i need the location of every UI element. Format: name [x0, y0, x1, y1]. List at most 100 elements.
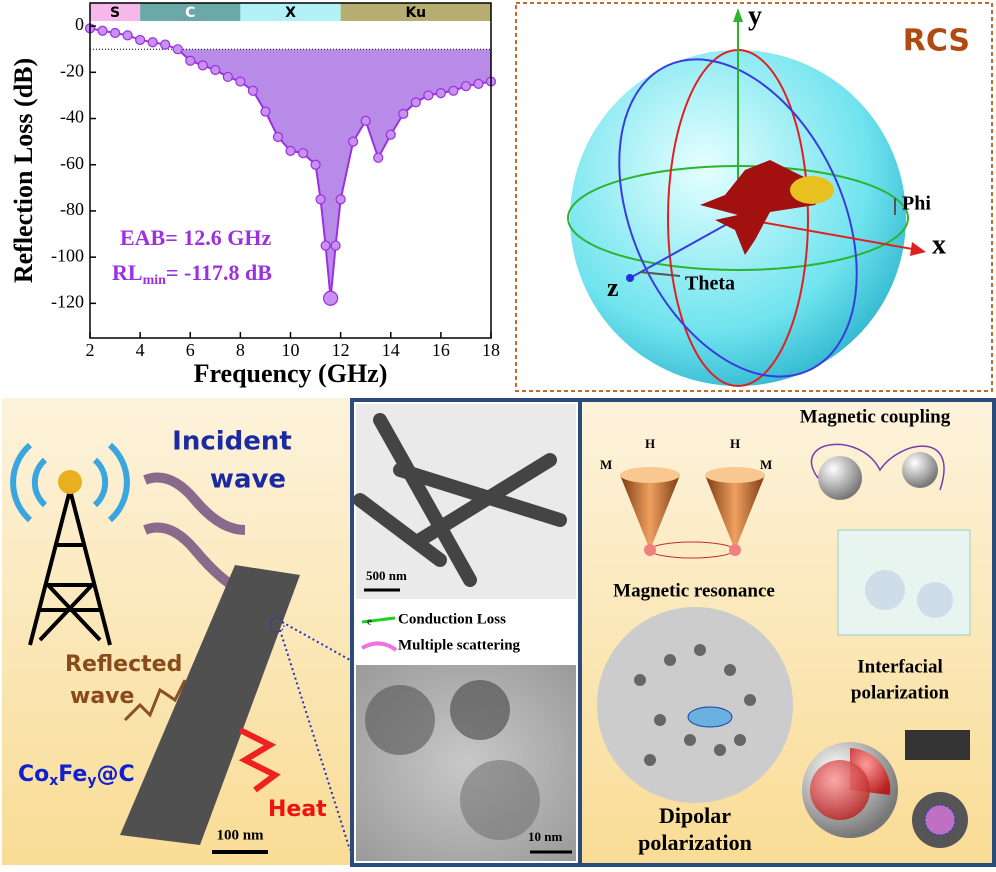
- nanorods: [353, 413, 567, 587]
- label: polarization: [638, 830, 752, 855]
- axis-label: x: [932, 229, 946, 260]
- label: Dipolar: [659, 803, 731, 828]
- particle: [450, 680, 510, 740]
- label: H: [730, 436, 740, 451]
- rl-point: [160, 39, 171, 50]
- arrow: [639, 271, 681, 277]
- rl-point: [109, 27, 121, 39]
- ring: [618, 58, 858, 378]
- signal: [10, 442, 130, 523]
- rl-point: [360, 115, 371, 126]
- band: [240, 3, 341, 21]
- axis-label: y: [748, 0, 762, 31]
- axis: [629, 217, 739, 279]
- angle-label: Theta: [685, 273, 735, 295]
- antenna: [58, 470, 82, 494]
- label: Magnetic resonance: [613, 580, 775, 601]
- x-tick-label: 8: [236, 340, 245, 360]
- x-tick-label: 14: [382, 340, 400, 360]
- axis-label: z: [607, 273, 619, 302]
- y-tick-label: -80: [60, 199, 84, 219]
- nanorod: [120, 565, 300, 845]
- label: Heat: [268, 797, 327, 822]
- particle: [460, 760, 540, 840]
- legend-text: Multiple scattering: [398, 637, 521, 653]
- label: Magnetic coupling: [800, 406, 951, 427]
- x-tick-label: 12: [332, 340, 350, 360]
- legend-text: Conduction Loss: [398, 611, 506, 627]
- rl-point: [335, 194, 346, 205]
- y-tick-label: -60: [60, 153, 84, 173]
- rl-point: [297, 148, 309, 159]
- band-label: Ku: [406, 5, 427, 21]
- x-tick-label: 18: [482, 340, 500, 360]
- rl-point: [272, 131, 284, 143]
- rl-point: [473, 78, 484, 89]
- band-label: X: [285, 5, 296, 21]
- rl-point: [122, 30, 133, 41]
- label: Reflected: [65, 652, 182, 677]
- x-tick-label: 6: [186, 340, 195, 360]
- rl-point: [398, 108, 409, 119]
- mechanisms-panel: M H H M Magnetic resonance Magnetic coup…: [578, 398, 996, 867]
- angle-label: Phi: [902, 193, 931, 215]
- dot: [626, 274, 634, 282]
- y-tick-label: -20: [60, 60, 84, 80]
- x-tick-label: 4: [136, 340, 145, 360]
- y-tick-label: 0: [75, 14, 84, 34]
- core: [924, 804, 956, 836]
- rl-point: [147, 37, 158, 48]
- label: Incident: [172, 427, 292, 457]
- band: [340, 3, 491, 21]
- label: M: [760, 457, 772, 472]
- spin: [644, 544, 656, 556]
- spin: [729, 544, 741, 556]
- reflected-arrow: [123, 679, 187, 722]
- sphere: [865, 570, 905, 610]
- label: M: [600, 457, 612, 472]
- rl-point: [348, 136, 359, 147]
- dipole: [687, 706, 733, 728]
- sphere: [818, 456, 862, 500]
- capacitor: [905, 730, 970, 760]
- label: H: [645, 436, 655, 451]
- y-tick-label: -100: [51, 245, 84, 265]
- rl-point: [310, 159, 321, 170]
- x-tick-label: 10: [282, 340, 300, 360]
- rcs-lobe: [790, 176, 834, 204]
- electron: e: [367, 616, 372, 628]
- zoom-line: [279, 629, 351, 851]
- field-map: [837, 529, 971, 636]
- rl-point: [285, 145, 296, 156]
- rl-point: [247, 85, 259, 96]
- particle: [365, 685, 435, 755]
- rcs-panel: RCS y x z Theta Phi: [515, 0, 993, 392]
- rl-point: [222, 71, 233, 83]
- rl-point: [385, 129, 396, 140]
- rl-point: [435, 88, 446, 99]
- x-tick-label: 16: [432, 340, 450, 360]
- scale-label: 10 nm: [528, 829, 562, 844]
- sphere: [917, 582, 953, 618]
- incident-panel: Incident wave Reflected wave Heat CoxFey…: [2, 398, 351, 865]
- heat-arrow: [238, 727, 281, 793]
- x-axis-label: Frequency (GHz): [194, 359, 388, 388]
- x-tick-label: 2: [86, 340, 95, 360]
- rl-point: [315, 194, 326, 205]
- rl-point: [448, 85, 459, 96]
- legend-arrow: [361, 616, 396, 624]
- field-line: [810, 443, 945, 491]
- scale-label: 100 nm: [216, 827, 264, 843]
- arrow: [910, 242, 926, 256]
- label: wave: [210, 465, 286, 495]
- cone-top: [620, 467, 680, 483]
- label: wave: [70, 684, 134, 709]
- rl-point: [423, 90, 434, 101]
- rl-point: [235, 76, 246, 87]
- rl-point: [185, 55, 196, 66]
- rl-point: [373, 152, 384, 163]
- graphene-atoms: [634, 644, 756, 766]
- band-label: S: [110, 5, 120, 21]
- tem-panel: 500 nm e Conduction Loss Multiple scatte…: [350, 398, 582, 867]
